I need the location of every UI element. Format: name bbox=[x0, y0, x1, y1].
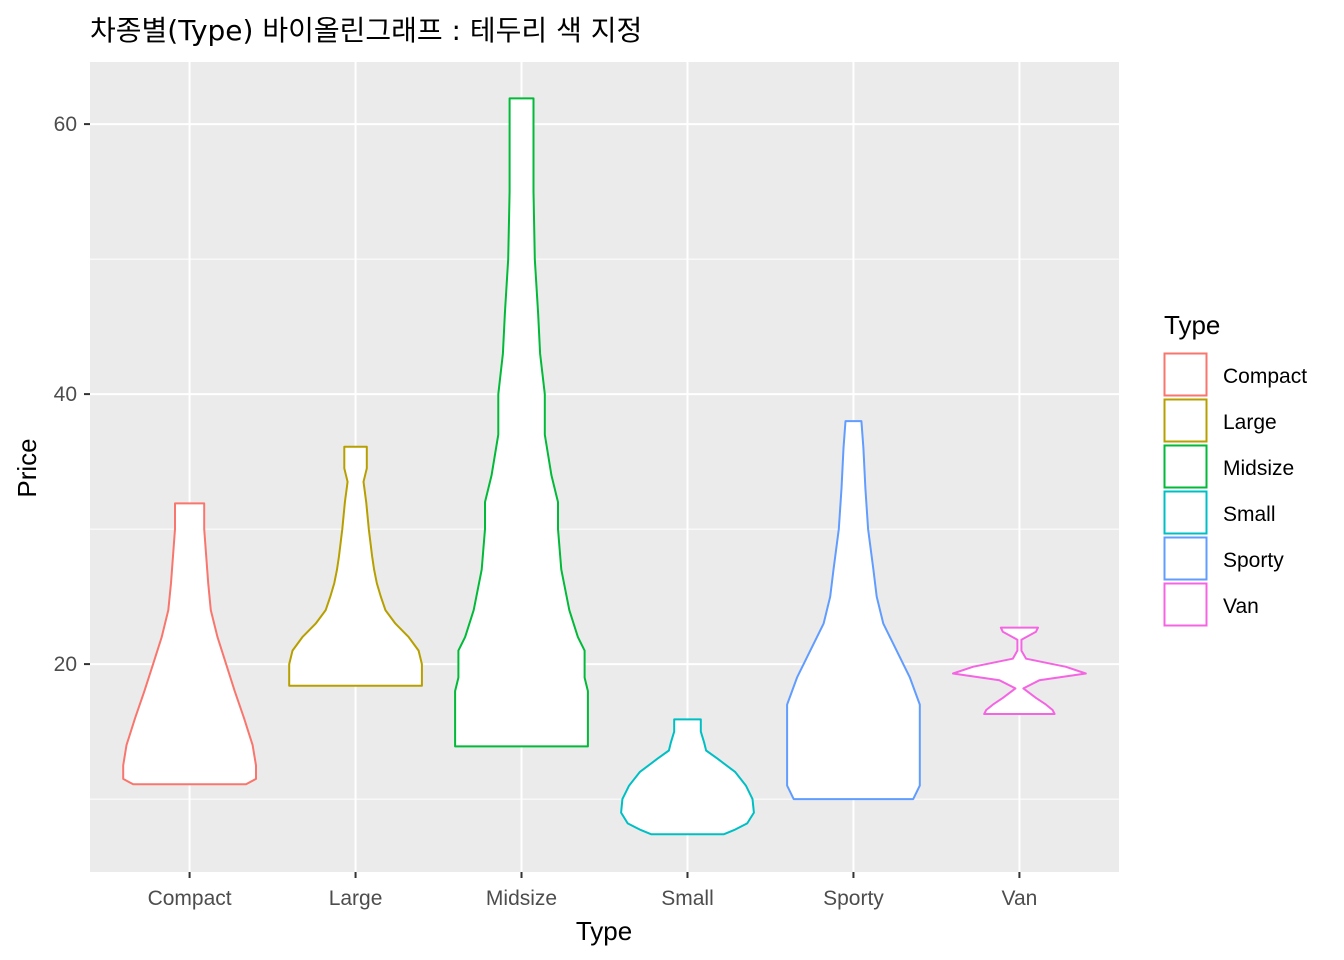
legend-key-van bbox=[1163, 582, 1208, 627]
legend: Type Compact Large Midsize Small Sporty Van bbox=[1163, 310, 1307, 627]
x-tick-label: Sporty bbox=[823, 887, 884, 910]
x-tick-label: Compact bbox=[148, 887, 232, 910]
legend-label-large: Large bbox=[1223, 411, 1277, 434]
x-tick-label: Van bbox=[1002, 887, 1038, 910]
chart-title: 차종별(Type) 바이올린그래프 : 테두리 색 지정 bbox=[90, 14, 642, 47]
y-tick-label: 60 bbox=[54, 113, 77, 136]
legend-label-midsize: Midsize bbox=[1223, 457, 1294, 480]
violin-midsize bbox=[454, 97, 589, 748]
violin-large bbox=[288, 445, 423, 687]
y-axis-title: Price bbox=[12, 438, 42, 497]
violin-compact bbox=[122, 502, 257, 786]
legend-key-small bbox=[1163, 490, 1208, 535]
legend-key-compact bbox=[1163, 352, 1208, 397]
x-axis: Compact Large Midsize Small Sporty Van bbox=[148, 872, 1038, 910]
legend-key-sporty bbox=[1163, 536, 1208, 581]
legend-key-midsize bbox=[1163, 444, 1208, 489]
grid-minor bbox=[90, 258, 1119, 800]
legend-items: Compact Large Midsize Small Sporty Van bbox=[1163, 352, 1307, 627]
violins bbox=[122, 97, 1087, 836]
y-tick-label: 20 bbox=[54, 653, 77, 676]
violin-sporty bbox=[786, 420, 921, 801]
y-axis: 20 40 60 bbox=[54, 113, 90, 676]
x-tick-label: Small bbox=[661, 887, 714, 910]
legend-key-large bbox=[1163, 398, 1208, 443]
legend-label-compact: Compact bbox=[1223, 365, 1307, 388]
legend-label-small: Small bbox=[1223, 503, 1276, 526]
y-tick-label: 40 bbox=[54, 383, 77, 406]
legend-label-van: Van bbox=[1223, 595, 1259, 618]
violin-small bbox=[620, 718, 755, 836]
x-axis-title: Type bbox=[576, 916, 632, 946]
violin-van bbox=[952, 626, 1087, 715]
legend-title: Type bbox=[1164, 310, 1220, 340]
legend-label-sporty: Sporty bbox=[1223, 549, 1284, 572]
x-tick-label: Midsize bbox=[486, 887, 557, 910]
plot-panel bbox=[90, 62, 1119, 872]
x-tick-label: Large bbox=[329, 887, 383, 910]
